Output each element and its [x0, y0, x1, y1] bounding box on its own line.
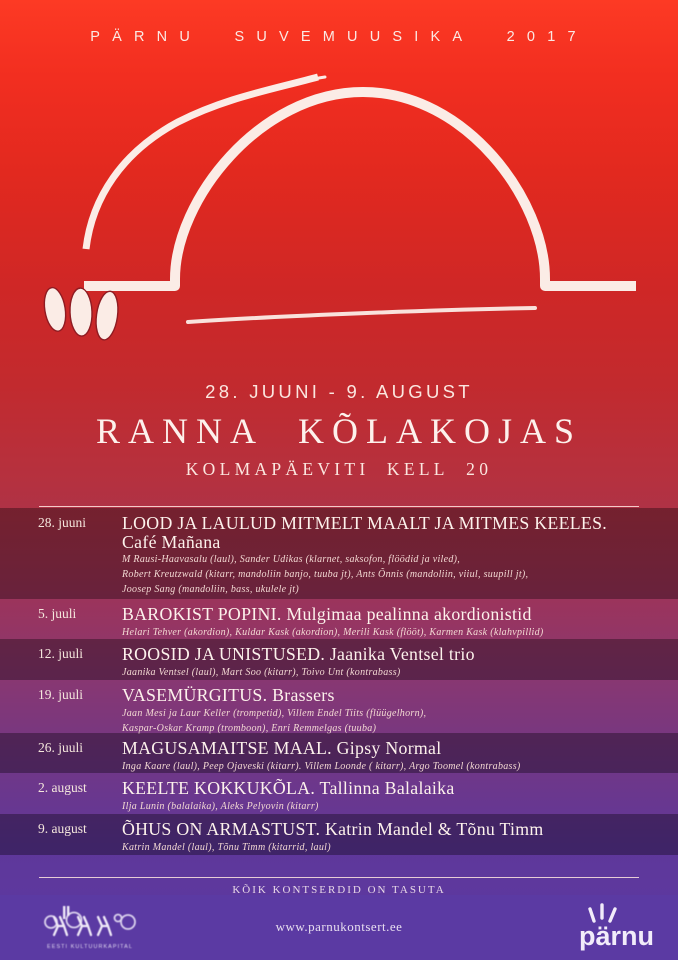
svg-text:EESTI KULTUURKAPITAL: EESTI KULTUURKAPITAL — [47, 944, 133, 950]
svg-text:pärnu: pärnu — [579, 921, 654, 951]
